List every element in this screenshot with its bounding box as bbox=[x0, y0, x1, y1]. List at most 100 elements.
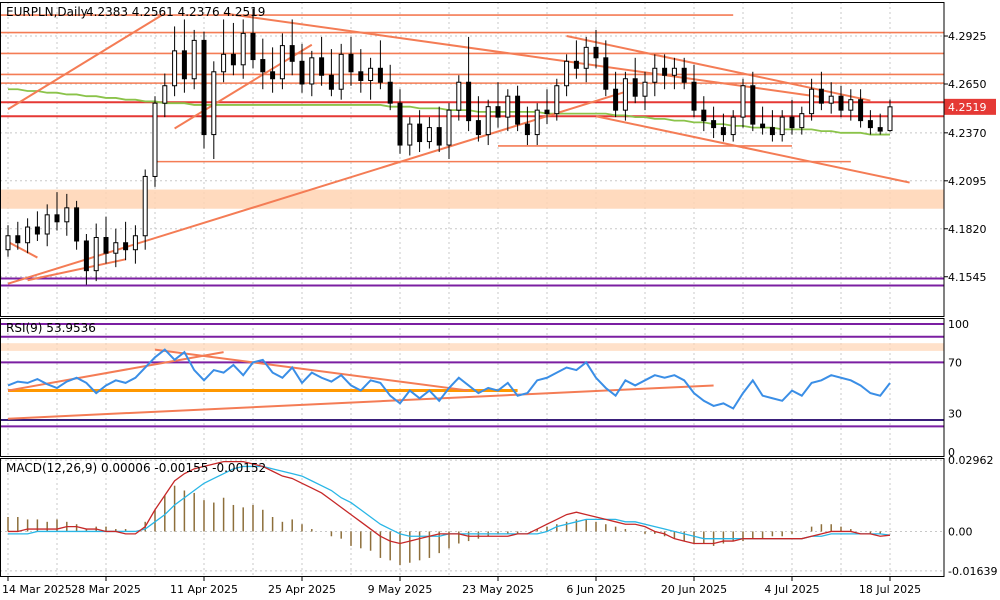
candle-body bbox=[867, 120, 873, 129]
candle-body bbox=[887, 106, 893, 132]
candle-body bbox=[93, 237, 99, 272]
candle-body bbox=[123, 242, 129, 251]
rsi-trendline bbox=[7, 384, 714, 420]
price-frame bbox=[0, 2, 945, 317]
candle-body bbox=[407, 123, 413, 146]
candle-body bbox=[838, 95, 844, 111]
rsi-tick-label: 100 bbox=[948, 318, 969, 331]
candle-body bbox=[505, 95, 511, 118]
trendline bbox=[7, 90, 626, 285]
candle-body bbox=[270, 71, 276, 80]
time-tick-label: 4 Jul 2025 bbox=[764, 583, 819, 596]
candle-body bbox=[44, 214, 50, 235]
rsi-line bbox=[7, 348, 891, 410]
candle-body bbox=[34, 226, 40, 235]
macd-frame bbox=[0, 458, 945, 577]
rsi-tick-label: 70 bbox=[948, 356, 962, 369]
candle-body bbox=[103, 237, 109, 254]
time-tick-label: 11 Apr 2025 bbox=[170, 583, 238, 596]
candle-body bbox=[789, 116, 795, 129]
last-price-box bbox=[944, 98, 996, 115]
last-price-label: 4.2519 bbox=[948, 101, 987, 114]
candle-body bbox=[240, 32, 246, 66]
time-tick-label: 18 Jul 2025 bbox=[859, 583, 921, 596]
time-tick-label: 6 Jun 2025 bbox=[566, 583, 625, 596]
candle-body bbox=[809, 88, 815, 115]
candle-body bbox=[603, 57, 609, 90]
candle-body bbox=[446, 109, 452, 146]
price-tick-label: 4.2370 bbox=[948, 127, 987, 140]
candle-body bbox=[5, 235, 11, 251]
candle-body bbox=[230, 53, 236, 66]
candle-body bbox=[338, 53, 344, 90]
candle-body bbox=[779, 116, 785, 136]
trendline bbox=[174, 43, 313, 130]
rsi-panel: 100 70 30 0 bbox=[0, 318, 969, 459]
price-tick-label: 4.1820 bbox=[948, 223, 987, 236]
macd-title: MACD(12,26,9) 0.00006 -0.00155 -0.00152 bbox=[6, 461, 266, 475]
candle-body bbox=[152, 102, 158, 177]
candle-body bbox=[397, 102, 403, 146]
candle-body bbox=[613, 88, 619, 111]
candle-body bbox=[495, 106, 501, 118]
candle-body bbox=[720, 127, 726, 136]
candle-body bbox=[662, 67, 668, 76]
candle-body bbox=[15, 235, 21, 244]
candle-body bbox=[358, 71, 364, 82]
candle-body bbox=[54, 214, 60, 223]
candle-body bbox=[671, 67, 677, 76]
candle-body bbox=[475, 120, 481, 136]
time-axis: 14 Mar 2025 28 Mar 2025 11 Apr 2025 25 Apr … bbox=[2, 576, 921, 596]
candle-body bbox=[172, 50, 178, 87]
candle-body bbox=[711, 120, 717, 129]
macd-main-line bbox=[8, 460, 891, 545]
candle-body bbox=[132, 235, 138, 251]
candle-body bbox=[426, 127, 432, 143]
candle-body bbox=[142, 175, 148, 237]
candle-body bbox=[348, 53, 354, 73]
candle-body bbox=[436, 127, 442, 146]
time-tick-label: 20 Jun 2025 bbox=[661, 583, 727, 596]
candle-body bbox=[25, 226, 31, 244]
candle-body bbox=[260, 59, 266, 73]
candle-body bbox=[701, 109, 707, 122]
price-panel: 4.2925 4.2650 4.2370 4.2095 4.1820 4.1545 4.25… bbox=[0, 2, 996, 316]
candle-body bbox=[622, 78, 628, 111]
ohlc-readout: 4.2383 4.2561 4.2376 4.2519 bbox=[86, 5, 265, 19]
price-tick-label: 4.1545 bbox=[948, 271, 987, 284]
candle-body bbox=[848, 99, 854, 111]
candle-body bbox=[299, 60, 305, 85]
rsi-tick-label: 30 bbox=[948, 408, 962, 421]
candle-body bbox=[279, 45, 285, 80]
candle-body bbox=[377, 67, 383, 83]
rsi-tick-label: 0 bbox=[948, 446, 955, 459]
trendline bbox=[7, 12, 166, 111]
candle-body bbox=[554, 85, 560, 115]
candle-body bbox=[113, 242, 119, 254]
candle-body bbox=[191, 39, 197, 80]
candle-body bbox=[417, 123, 423, 143]
candle-body bbox=[740, 85, 746, 118]
candle-body bbox=[309, 57, 315, 85]
supply-zone bbox=[0, 189, 944, 209]
candle-body bbox=[573, 60, 579, 69]
candle-body bbox=[289, 45, 295, 62]
candle-body bbox=[524, 123, 530, 136]
time-tick-label: 28 Mar 2025 bbox=[71, 583, 141, 596]
rsi-title: RSI(9) 53.9536 bbox=[6, 321, 96, 335]
candle-body bbox=[83, 240, 89, 272]
candle-body bbox=[515, 95, 521, 125]
candle-body bbox=[544, 109, 550, 115]
candle-body bbox=[485, 106, 491, 136]
macd-tick-label: 0.02962 bbox=[948, 454, 994, 467]
candle-body bbox=[181, 50, 187, 80]
candle-body bbox=[328, 74, 334, 90]
candle-body bbox=[456, 81, 462, 111]
candle-body bbox=[691, 81, 697, 111]
candle-body bbox=[387, 81, 393, 104]
trendline bbox=[223, 12, 822, 99]
candle-body bbox=[593, 46, 599, 59]
candle-body bbox=[74, 207, 80, 242]
trendline bbox=[7, 240, 38, 259]
